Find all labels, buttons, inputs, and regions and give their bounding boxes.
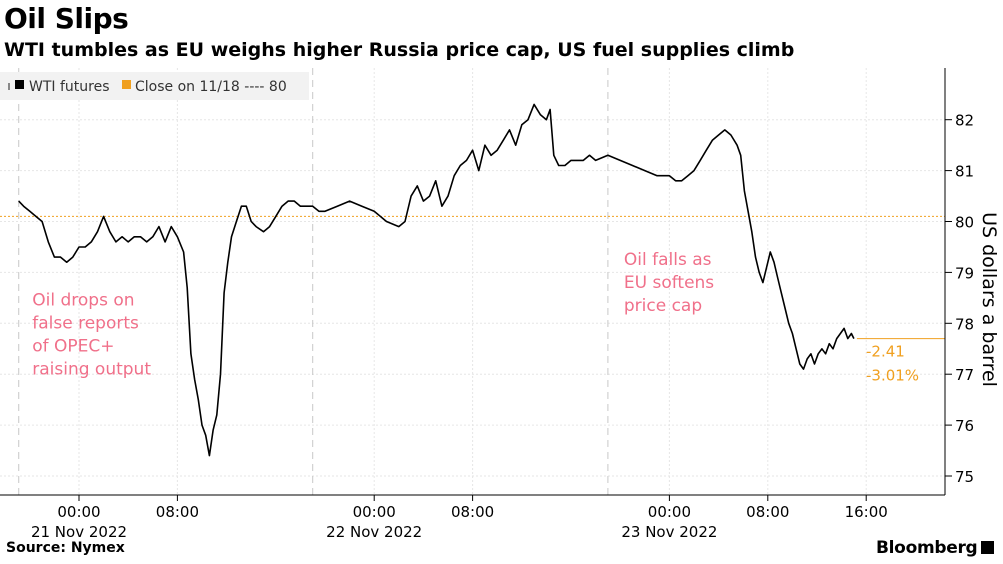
x-date-label: 21 Nov 2022: [31, 523, 127, 541]
chart-title: Oil Slips: [4, 2, 129, 35]
annotation-text: Oil drops on: [32, 290, 134, 310]
y-tick-label: 80: [955, 214, 974, 232]
legend-reference-label: Close on 11/18 ---- 80: [135, 79, 287, 95]
series-wti-futures-line: [18, 103, 855, 457]
source-note: Source: Nymex: [6, 540, 125, 556]
x-tick-label: 00:00: [648, 503, 691, 521]
chart-subtitle: WTI tumbles as EU weighs higher Russia p…: [4, 39, 795, 61]
annotation-text: Oil falls as: [624, 250, 712, 270]
x-date-label: 22 Nov 2022: [326, 523, 422, 541]
annotation-text: false reports: [32, 313, 139, 333]
brand-mark-icon: [981, 541, 995, 554]
change-label: -3.01%: [866, 367, 919, 385]
legend-reference-swatch: [122, 80, 131, 89]
y-tick-label: 82: [955, 112, 974, 130]
legend-series-icon: [8, 83, 10, 90]
x-tick-label: 08:00: [156, 503, 199, 521]
x-date-label: 23 Nov 2022: [621, 523, 717, 541]
x-tick-label: 00:00: [57, 503, 100, 521]
annotation-layer: Oil drops on false reports of OPEC+ raising…: [32, 250, 714, 380]
legend-series-swatch: [15, 80, 24, 89]
x-tick-label: 08:00: [451, 503, 494, 521]
brand-logo: Bloomberg: [876, 538, 995, 558]
legend-series-label: WTI futures: [29, 79, 110, 95]
grid-layer: [0, 68, 945, 495]
change-label: -2.41: [866, 343, 905, 361]
annotation-text: EU softens: [624, 273, 714, 293]
series-layer: [18, 103, 855, 457]
legend: WTI futures Close on 11/18 ---- 80: [0, 72, 309, 100]
annotation-text: price cap: [624, 296, 702, 316]
legend-background: [0, 72, 309, 100]
y-tick-label: 75: [955, 468, 974, 486]
x-tick-label: 08:00: [746, 503, 789, 521]
y-axis-label: US dollars a barrel: [978, 212, 1000, 387]
y-tick-label: 78: [955, 315, 974, 333]
axis-layer: 75 76 77 78 79 80 81 82 00:00 21 Nov 2022 08:00 00:…: [0, 68, 1000, 541]
x-tick-label: 00:00: [353, 503, 396, 521]
y-tick-label: 76: [955, 417, 974, 435]
brand-name: Bloomberg: [876, 538, 978, 558]
annotation-text: of OPEC+: [32, 336, 114, 356]
y-tick-label: 81: [955, 163, 974, 181]
y-tick-label: 79: [955, 264, 974, 282]
y-tick-label: 77: [955, 366, 974, 384]
annotation-text: raising output: [32, 359, 151, 379]
reference-layer: -2.41 -3.01%: [0, 215, 945, 385]
x-tick-label: 16:00: [845, 503, 888, 521]
